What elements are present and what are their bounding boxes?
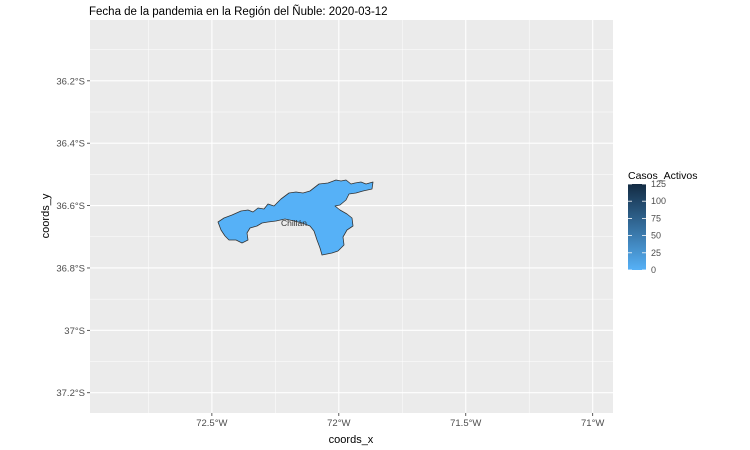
legend-label: 75 — [651, 213, 661, 223]
x-tick-label: 72°W — [327, 418, 350, 429]
legend: Casos_Activos 125 100 75 50 25 0 — [628, 170, 697, 275]
legend-colorbar — [628, 184, 646, 270]
y-axis: 36.2°S 36.4°S 36.6°S 36.8°S 37°S 37.2°S — [56, 76, 90, 399]
legend-title: Casos_Activos — [628, 170, 697, 182]
x-tick-label: 72.5°W — [196, 418, 227, 429]
legend-label: 0 — [651, 265, 656, 275]
y-tick-label: 36.2°S — [56, 76, 85, 87]
x-tick-label: 71°W — [581, 418, 604, 429]
region-chillan — [217, 179, 374, 256]
y-axis-title: coords_y — [40, 193, 52, 238]
y-tick-label: 36.4°S — [56, 139, 85, 150]
plot-title: Fecha de la pandemia en la Región del Ñu… — [89, 5, 388, 18]
x-axis: 72.5°W 72°W 71.5°W 71°W — [196, 413, 604, 429]
y-tick-label: 37.2°S — [56, 388, 85, 399]
y-tick-label: 36.6°S — [56, 201, 85, 212]
x-axis-title: coords_x — [329, 434, 374, 446]
x-tick-label: 71.5°W — [450, 418, 481, 429]
legend-ticks: 125 100 75 50 25 0 — [628, 179, 666, 275]
panel-background — [90, 20, 613, 413]
grid-lines — [90, 20, 613, 413]
legend-label: 50 — [651, 231, 661, 241]
legend-label: 100 — [651, 196, 666, 206]
legend-label: 125 — [651, 179, 666, 189]
y-tick-label: 37°S — [64, 326, 85, 337]
region-label-chillan: Chillán — [281, 218, 307, 228]
legend-label: 25 — [651, 248, 661, 258]
y-tick-label: 36.8°S — [56, 263, 85, 274]
